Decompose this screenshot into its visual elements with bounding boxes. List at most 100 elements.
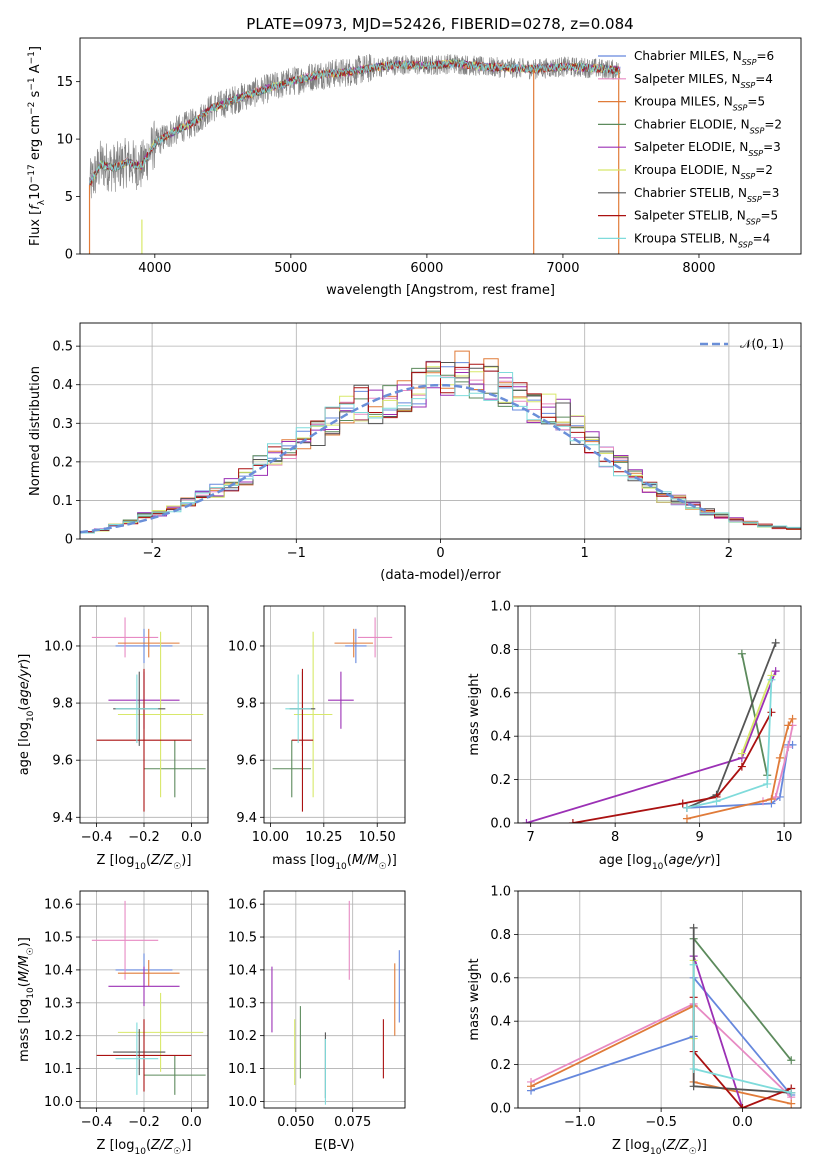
y-tick-label: 10.0 — [44, 1095, 73, 1110]
label-text: mass [log — [272, 853, 335, 868]
axes-frame — [79, 322, 802, 540]
y-tick-label: 0.6 — [490, 971, 511, 986]
legend-nssp: 6 — [767, 49, 775, 63]
legend-label: Chabrier ELODIE — [634, 117, 733, 131]
panel-residuals: −2 −1 0 1 2 0 0.1 0.2 0.3 0.4 0.5 𝒩(0, 1) (data-mode… — [28, 322, 802, 583]
y-tick-label: 10.3 — [44, 996, 73, 1011]
errorbar-point — [144, 1055, 206, 1095]
legend-eq: = — [762, 186, 772, 200]
x-axis-label: wavelength [Angstrom, rest frame] — [326, 283, 555, 298]
legend-sep: , N — [733, 117, 750, 131]
x-tick-label: 2 — [725, 546, 733, 561]
x-tick-label: −0.5 — [645, 1115, 677, 1130]
panel-spectrum: 4000 5000 6000 7000 8000 0 5 10 15 Chabrier MILES… — [27, 37, 802, 298]
axes-frame — [79, 37, 802, 255]
panel-mass-weight-vs-age: 7 8 9 10 0.0 0.2 0.4 0.6 0.8 1.0 mass weight age [l… — [467, 600, 802, 872]
y-tick-label: 0.2 — [490, 1058, 511, 1073]
plus-marker — [737, 649, 746, 658]
x-tick-label: 0.0 — [181, 830, 202, 845]
x-tick-label: −1.0 — [564, 1115, 596, 1130]
plus-marker — [682, 803, 691, 812]
x-tick-label: −0.2 — [128, 830, 160, 845]
plus-marker — [771, 667, 780, 676]
errorbar-point — [117, 631, 204, 798]
plot-area — [91, 617, 206, 812]
y-tick-label: 10.0 — [228, 1095, 257, 1110]
observed-spectrum — [89, 53, 621, 199]
grid — [264, 606, 405, 823]
errorbar-point — [117, 628, 180, 658]
label-text: ( — [661, 1138, 666, 1153]
y-tick-label: 0.8 — [490, 643, 511, 658]
plot-area — [527, 923, 796, 1108]
label-sup: −17 — [27, 164, 37, 183]
y-tick-label: 1.0 — [490, 885, 511, 900]
legend-eq: = — [756, 49, 766, 63]
label-text: )] — [710, 853, 720, 868]
y-tick-label: 0.1 — [52, 494, 73, 509]
model-spectrum — [89, 59, 621, 184]
x-tick-label: 7000 — [546, 261, 579, 276]
legend-label: Salpeter ELODIE — [634, 140, 732, 154]
legend-label: Salpeter STELIB — [634, 209, 729, 223]
legend-label: Chabrier STELIB — [634, 186, 730, 200]
series-line — [692, 938, 792, 1061]
errorbar-point — [96, 1019, 192, 1092]
plot-area — [272, 617, 393, 812]
errorbar-point — [272, 740, 311, 798]
legend-sep: , N — [730, 186, 747, 200]
x-tick-label: 10.00 — [252, 830, 289, 845]
series-line — [692, 955, 744, 1108]
legend-entry: Salpeter MILES, NSSP=4 — [634, 72, 773, 90]
x-tick-label: 0 — [436, 546, 444, 561]
y-tick-label: 15 — [56, 75, 73, 90]
plus-marker — [788, 740, 797, 749]
legend-nssp: 5 — [771, 209, 779, 223]
legend-eq: = — [763, 140, 773, 154]
legend-entry: Kroupa MILES, NSSP=5 — [634, 95, 765, 113]
legend-nssp: 2 — [765, 163, 773, 177]
legend-sub: SSP — [741, 80, 756, 89]
legend-sub: SSP — [742, 58, 757, 67]
errorbar-point — [91, 617, 159, 658]
y-tick-label: 9.6 — [236, 754, 257, 769]
x-tick-label: −0.4 — [81, 830, 113, 845]
panel-mass-vs-Z: −0.4 −0.2 0.0 10.0 10.1 10.2 10.3 10.4 10.5 10.6 Z… — [17, 890, 209, 1157]
plus-marker — [712, 797, 721, 806]
axes-frame — [263, 890, 406, 1109]
plus-marker — [787, 1099, 796, 1108]
label-text: )] — [17, 654, 32, 664]
label-sub: 10 — [335, 862, 347, 872]
legend-entry: Salpeter ELODIE, NSSP=3 — [634, 140, 781, 158]
y-tick-label: 10.4 — [228, 963, 257, 978]
errorbar-point — [115, 628, 173, 664]
legend-sub: SSP — [733, 103, 748, 112]
grid — [518, 890, 801, 1109]
legend-entry: Chabrier MILES, NSSP=6 — [634, 49, 774, 67]
x-axis-label: Z [log10(Z/Z☉)] — [612, 1138, 707, 1157]
legend-nssp: 2 — [774, 117, 782, 131]
plus-marker — [767, 708, 776, 717]
legend-sub: SSP — [746, 217, 761, 226]
plus-marker — [737, 749, 746, 758]
legend-nssp: 4 — [763, 231, 771, 245]
y-tick-label: 0.6 — [490, 686, 511, 701]
plus-marker — [678, 799, 687, 808]
x-tick-label: 10.50 — [359, 830, 396, 845]
legend-sep: , N — [724, 163, 741, 177]
label-text: mass [log — [17, 999, 32, 1062]
label-sub: 10 — [26, 710, 36, 722]
x-axis-label: Z [log10(Z/Z☉)] — [97, 853, 192, 872]
legend-sub: SSP — [747, 194, 762, 203]
errorbar-point — [345, 628, 367, 664]
legend-sep: , N — [732, 140, 749, 154]
mass-weight-series — [689, 960, 796, 1097]
legend-entry: Kroupa ELODIE, NSSP=2 — [634, 163, 773, 181]
y-tick-label: 10.0 — [44, 639, 73, 654]
plus-marker — [771, 638, 780, 647]
legend-label: Chabrier MILES — [634, 49, 725, 63]
plot-area — [522, 638, 797, 823]
y-tick-label: 9.8 — [52, 697, 73, 712]
mass-weight-series — [568, 708, 776, 823]
